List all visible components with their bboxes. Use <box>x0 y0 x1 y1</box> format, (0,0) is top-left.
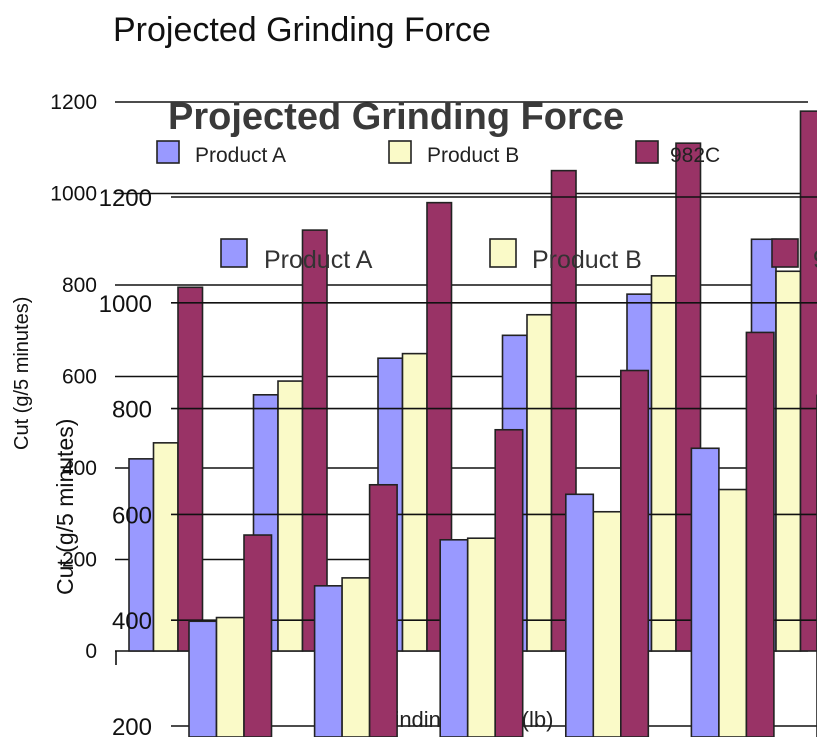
back-y-tick-200: 200 <box>62 549 97 572</box>
back-bar-982c-2 <box>301 229 328 652</box>
back-legend-swatch-product-a <box>156 140 180 164</box>
front-tick-labels: 200 400 600 800 1000 1200 <box>99 185 152 737</box>
front-legend: Product A Product B 9 <box>220 238 817 274</box>
front-y-axis-label: Cut (g/5 minutes) <box>52 419 78 595</box>
back-tick-labels: 0 200 400 600 800 1000 1200 <box>50 91 97 663</box>
back-bar-product-b-1 <box>152 442 179 652</box>
back-y-tick-1000: 1000 <box>50 183 97 206</box>
front-bar-982c-3 <box>494 428 524 737</box>
front-bar-product-a-4 <box>564 493 595 737</box>
back-bar-product-b-5 <box>650 275 677 652</box>
front-y-tick-200: 200 <box>112 714 152 737</box>
back-bar-982c-6 <box>799 110 817 652</box>
back-legend: Product A Product B 982C <box>156 140 720 167</box>
front-legend-982c: 9 <box>813 246 817 274</box>
front-bar-product-a-2 <box>313 585 343 737</box>
front-legend-swatch-product-a <box>220 238 248 268</box>
back-y-tick-1200: 1200 <box>50 91 97 114</box>
front-legend-swatch-product-b <box>489 238 517 268</box>
back-legend-swatch-982c <box>635 140 659 164</box>
back-y-tick-0: 0 <box>85 640 97 663</box>
front-y-tick-1000: 1000 <box>99 291 152 318</box>
front-bar-982c-5 <box>745 331 775 737</box>
back-bar-product-a-1 <box>128 458 155 652</box>
back-bar-product-b-2 <box>277 380 304 652</box>
front-bar-product-b-5 <box>718 488 748 737</box>
back-bar-product-b-6 <box>775 270 802 652</box>
back-legend-982c: 982C <box>670 144 720 167</box>
front-bar-982c-4 <box>619 369 650 737</box>
back-bar-product-b-4 <box>526 313 553 652</box>
front-y-tick-600: 600 <box>112 502 152 529</box>
front-y-tick-400: 400 <box>112 608 152 635</box>
front-legend-product-b: Product B <box>532 246 642 274</box>
front-bar-product-b-2 <box>341 577 371 737</box>
front-legend-product-a: Product A <box>264 246 373 274</box>
back-y-tick-600: 600 <box>62 366 97 389</box>
front-bars <box>188 331 817 737</box>
front-legend-swatch-982c <box>771 238 799 268</box>
back-y-tick-400: 400 <box>62 457 97 480</box>
front-chart: Projected Grinding Force 200400600800100… <box>52 96 817 737</box>
front-bar-product-a-5 <box>690 447 720 737</box>
front-bar-product-a-1 <box>188 620 218 737</box>
front-y-tick-800: 800 <box>112 397 152 424</box>
back-y-tick-800: 800 <box>62 274 97 297</box>
back-legend-swatch-product-b <box>388 140 412 164</box>
front-bar-982c-1 <box>243 534 273 737</box>
front-chart-title: Projected Grinding Force <box>168 96 624 138</box>
back-legend-product-a: Product A <box>195 144 286 167</box>
back-chart-title: Projected Grinding Force <box>113 11 491 49</box>
front-bar-product-a-3 <box>439 538 469 737</box>
front-y-tick-1200: 1200 <box>99 185 152 212</box>
back-bar-product-b-3 <box>401 352 428 652</box>
front-bar-product-b-4 <box>592 510 622 737</box>
back-y-axis-label: Cut (g/5 minutes) <box>11 297 33 450</box>
front-bar-product-b-3 <box>466 537 497 737</box>
back-legend-product-b: Product B <box>427 144 519 167</box>
front-bar-982c-2 <box>368 483 398 737</box>
back-bar-982c-1 <box>177 286 204 652</box>
front-bar-product-b-1 <box>215 616 245 737</box>
